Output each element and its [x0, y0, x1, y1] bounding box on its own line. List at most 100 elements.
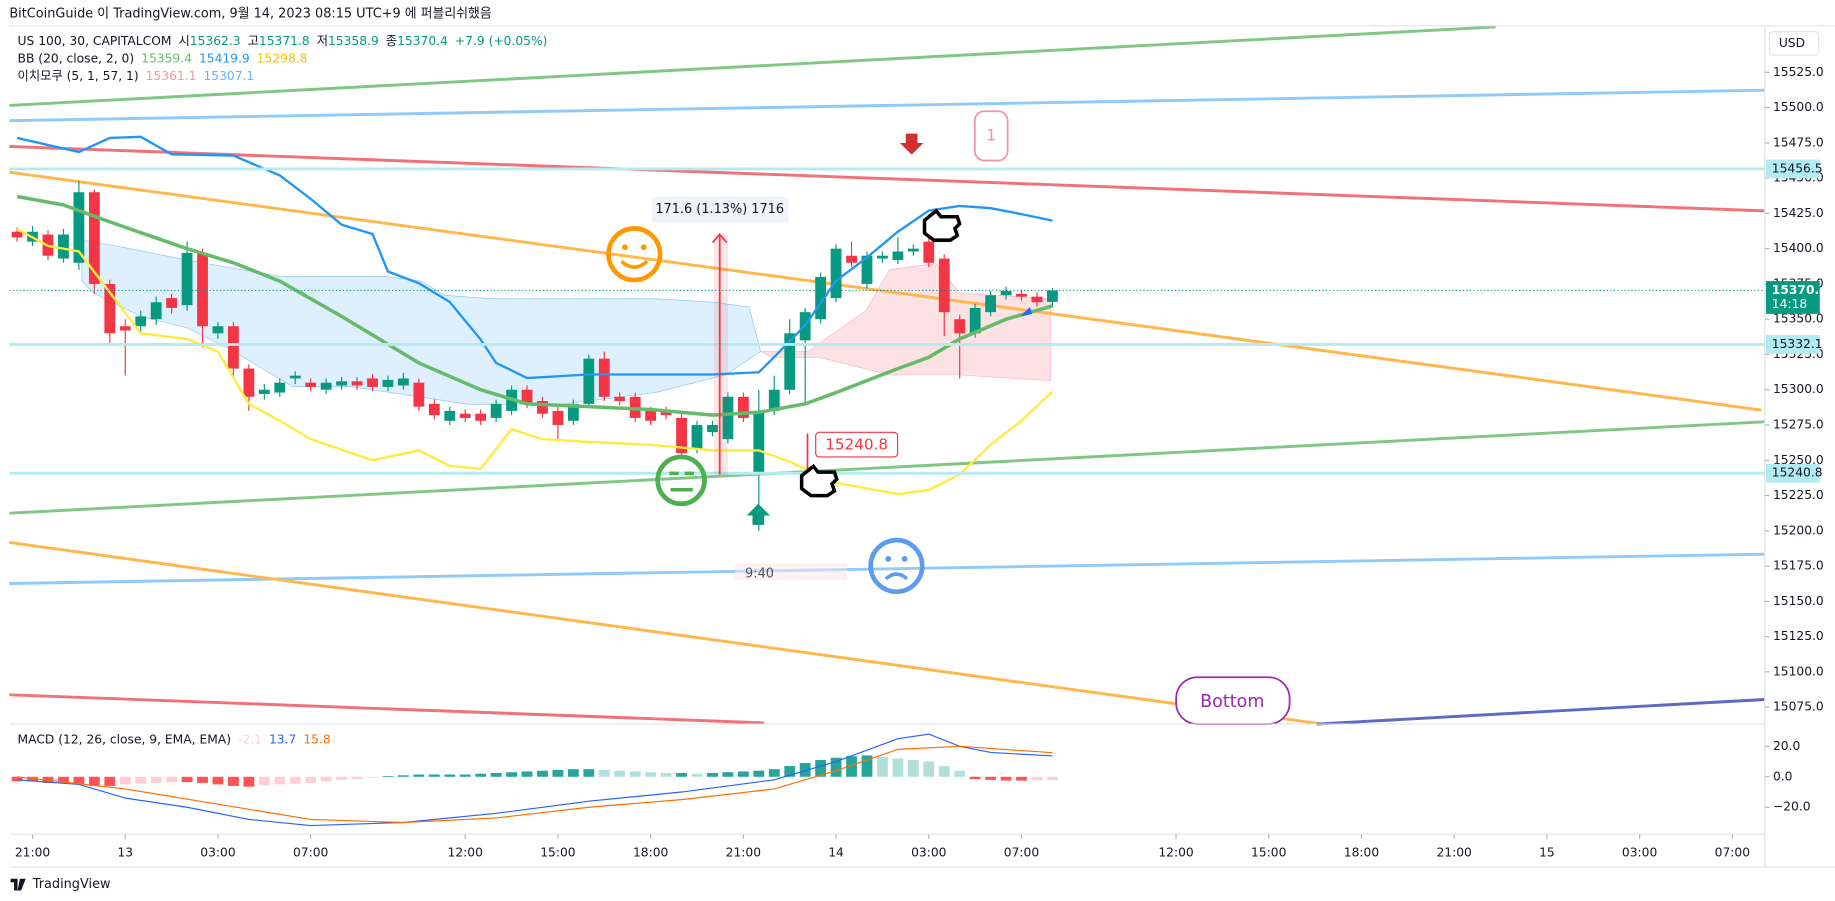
candle-body [1000, 290, 1012, 296]
candle-body [830, 248, 842, 299]
macd-tick-label: 20.0 [1773, 739, 1800, 753]
currency-box[interactable] [1768, 31, 1820, 56]
macd-bar [629, 771, 641, 777]
candle-body [985, 295, 997, 313]
candle-body [877, 255, 888, 259]
level-label: 15456.5 [1772, 161, 1823, 175]
macd-bar [753, 770, 765, 777]
y-tick-label: 15225.0 [1773, 488, 1824, 502]
level-label: 15332.1 [1772, 337, 1823, 351]
macd-bar [907, 760, 919, 777]
x-tick-label: 18:00 [1344, 845, 1379, 859]
macd-bar [367, 776, 378, 778]
sad-face [868, 537, 925, 595]
y-tick-label: 15475.0 [1773, 135, 1824, 149]
marks [9, 135, 1765, 827]
candle-body [815, 276, 827, 320]
candle-body [938, 258, 950, 313]
candle-body [753, 410, 765, 475]
x-tick-label: 15 [1539, 845, 1555, 859]
y-tick-label: 15400.0 [1773, 241, 1824, 255]
macd-bar [104, 776, 116, 786]
candle-body [907, 248, 919, 252]
price-note: 15240.8 [825, 436, 888, 454]
bottom-label: Bottom [1200, 692, 1264, 712]
smiley-mouth [620, 259, 649, 269]
face-eye [885, 555, 892, 562]
trend-line [9, 170, 1762, 412]
close-value: 15370.4 [397, 34, 448, 48]
macd-bar [382, 776, 394, 777]
close-label: 종 [386, 34, 397, 48]
candle-body [428, 403, 440, 416]
y-tick-label: 15425.0 [1773, 206, 1824, 220]
open-value: 15362.3 [190, 34, 241, 48]
macd-bar [1016, 776, 1027, 781]
candle-body [475, 413, 487, 421]
macd-bar [413, 774, 425, 777]
macd-bar [676, 772, 687, 777]
y-tick-label: 15125.0 [1773, 629, 1824, 643]
macd-bar [274, 776, 286, 785]
change: +7.9 (+0.05%) [455, 34, 548, 48]
x-tick-label: 12:00 [1158, 845, 1193, 859]
symbol: US 100, 30, CAPITALCOM [18, 34, 172, 48]
currency: USD [1779, 36, 1805, 50]
last-price-label: 15370.4 [1772, 283, 1828, 297]
candle-body [722, 396, 734, 440]
candle-body [490, 403, 502, 418]
candle-body [367, 378, 378, 387]
macd-hist-value: -2.1 [238, 732, 262, 746]
smiley-eye [622, 244, 628, 251]
candle-body [1031, 296, 1043, 303]
last-price-box [1765, 281, 1820, 314]
macd-bar [150, 776, 162, 783]
countdown: 14:18 [1772, 297, 1807, 311]
y-tick-label: 15300.0 [1773, 382, 1824, 396]
candle-body [707, 425, 718, 433]
measure-arrow [712, 232, 728, 244]
signal-value: 15.8 [303, 732, 330, 746]
candle-body [58, 234, 69, 259]
macd-bar [645, 772, 657, 777]
high-label: 고 [248, 34, 259, 48]
macd-bar [567, 769, 579, 777]
macd-bar [768, 769, 780, 777]
open-label: 시 [179, 34, 190, 48]
candle-body [166, 298, 178, 308]
candle-body [846, 255, 857, 263]
footer: TradingView [32, 877, 111, 892]
candle-body [537, 401, 548, 414]
macd-bar [892, 758, 904, 777]
candle-body [181, 252, 193, 306]
macd-bar [305, 776, 317, 783]
x-tick-label: 07:00 [1004, 845, 1039, 859]
macd-bar [58, 776, 69, 783]
drawings: 171.6 (1.13%) 1716 15240.8 1 Bottom 9:40 [606, 110, 1291, 725]
candle-body [258, 389, 270, 394]
candle-body [691, 425, 703, 449]
trend-line [9, 541, 1323, 726]
macd-bar [1000, 776, 1012, 781]
candle-body [1016, 293, 1027, 297]
macd-bar [181, 776, 193, 783]
macd-bar [598, 769, 610, 777]
level-label-box [1765, 159, 1820, 179]
bb-label: BB (20, close, 2, 0) [18, 51, 135, 65]
candle-body [660, 410, 672, 416]
candle-body [676, 417, 687, 454]
candle-body [768, 389, 780, 411]
macd-bar [228, 776, 239, 786]
macd-bar [197, 776, 208, 783]
macd-bar [320, 776, 332, 782]
candle-body [88, 192, 100, 284]
candle-body [1047, 290, 1058, 302]
measure-range [713, 234, 728, 475]
up-arrow [746, 503, 771, 525]
y-tick-label: 15525.0 [1773, 65, 1824, 79]
trend-line [9, 552, 1765, 585]
candle-body [351, 381, 363, 386]
ichimoku-value: 15307.1 [203, 69, 254, 83]
candle-body [119, 326, 131, 331]
x-tick-label: 18:00 [633, 845, 668, 859]
